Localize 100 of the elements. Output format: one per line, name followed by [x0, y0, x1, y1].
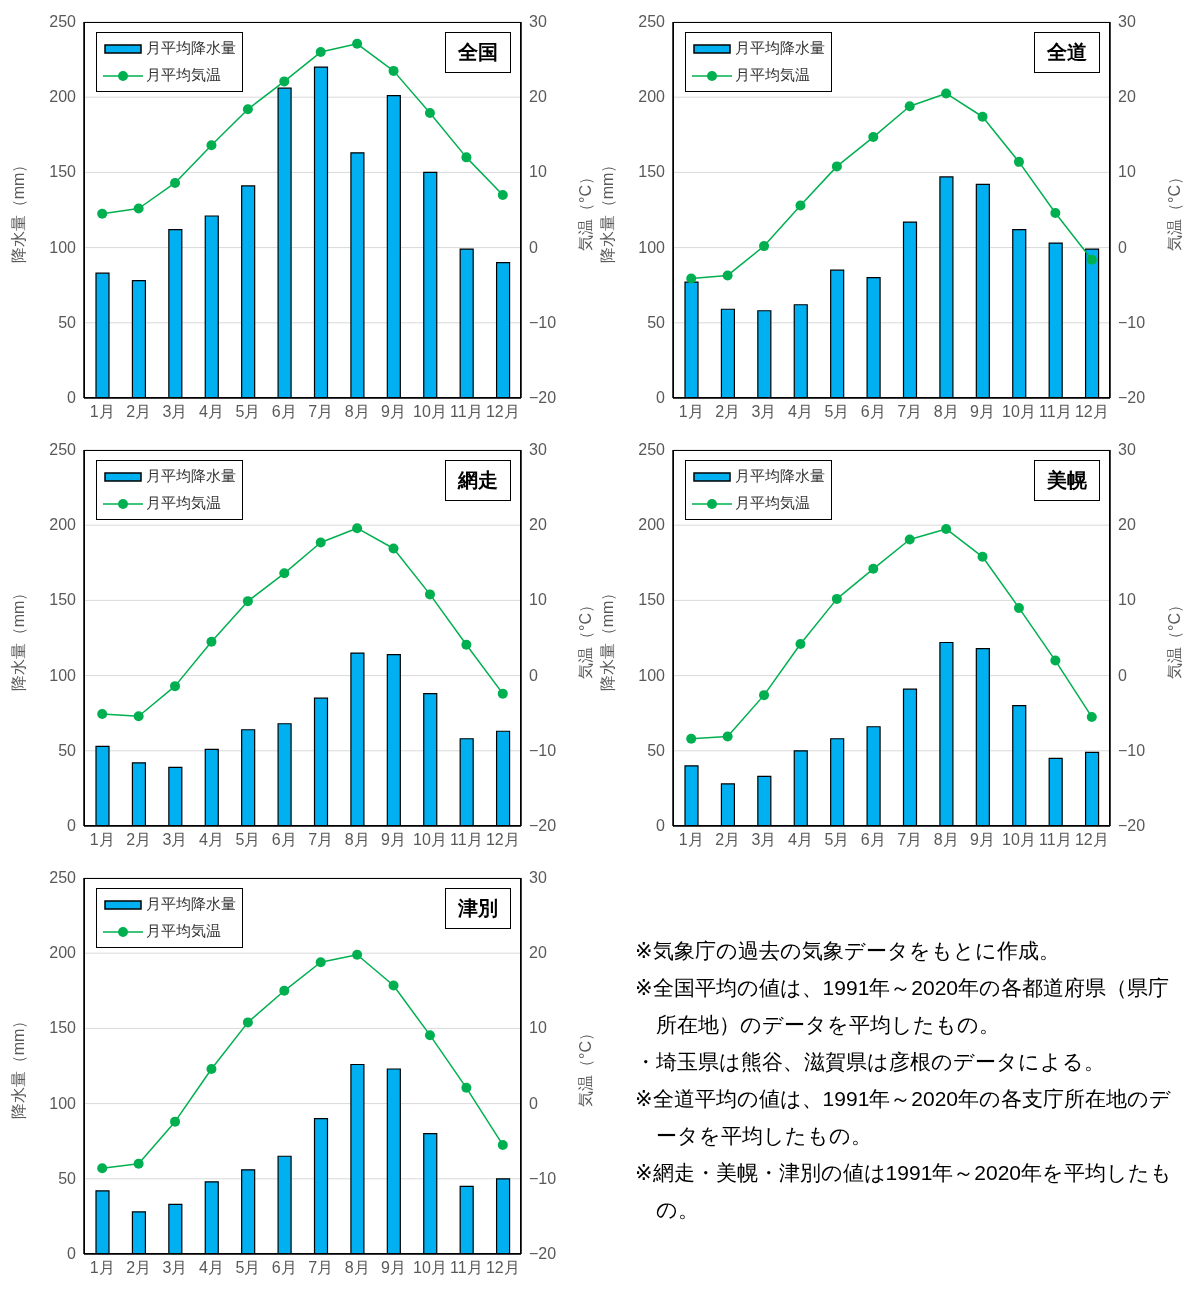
x-tick-label: 1月	[678, 403, 704, 421]
y-axis-title: 降水量（mm）	[598, 584, 616, 692]
point	[1050, 655, 1061, 666]
x-tick-label: 12月	[1074, 403, 1109, 421]
x-tick-label: 3月	[751, 403, 777, 421]
y-tick-label: 0	[656, 389, 666, 406]
x-tick-label: 1月	[89, 1259, 115, 1277]
y2-tick-label: 20	[529, 88, 547, 106]
y-tick-label: 150	[49, 591, 77, 609]
point	[97, 708, 108, 719]
y-tick-label: 150	[49, 163, 77, 181]
point	[315, 47, 326, 58]
y-tick-label: 250	[49, 441, 77, 458]
x-tick-label: 6月	[271, 1259, 297, 1277]
y2-tick-label: 0	[1118, 238, 1127, 256]
y-tick-label: 150	[638, 591, 666, 609]
y2-tick-label: −10	[529, 741, 557, 759]
point	[97, 208, 108, 219]
y-tick-label: 0	[656, 817, 666, 834]
x-tick-label: 2月	[715, 831, 741, 849]
point	[315, 957, 326, 968]
point	[461, 639, 472, 650]
x-tick-label: 12月	[485, 831, 520, 849]
point	[170, 177, 181, 188]
point	[388, 980, 399, 991]
x-tick-label: 6月	[860, 831, 886, 849]
y-axis-title: 降水量（mm）	[598, 156, 616, 264]
point	[279, 568, 290, 579]
point	[1086, 711, 1097, 722]
x-tick-label: 8月	[344, 403, 370, 421]
x-tick-label: 5月	[235, 403, 261, 421]
y2-tick-label: 20	[529, 944, 547, 962]
y2-tick-label: −10	[1118, 741, 1146, 759]
y-tick-label: 50	[58, 313, 77, 331]
point	[686, 273, 697, 284]
text: ※網走・美幌・津別の値は1991年～2020年を平均したもの。	[635, 1160, 1174, 1223]
point	[424, 107, 435, 118]
legend-label: 月平均気温	[146, 922, 221, 941]
y-tick-label: 100	[49, 1094, 77, 1112]
point	[388, 543, 399, 554]
x-tick-label: 11月	[450, 1259, 483, 1277]
x-tick-label: 3月	[162, 831, 188, 849]
x-tick-label: 2月	[126, 403, 152, 421]
y2-tick-label: −20	[529, 389, 557, 406]
point	[352, 949, 363, 960]
point	[977, 111, 988, 122]
x-tick-label: 10月	[413, 1259, 447, 1277]
text: ※全国平均の値は、1991年～2020年の各都道府県（県庁所在地）のデータを平均したもの。	[635, 975, 1171, 1038]
y-tick-label: 200	[638, 88, 666, 106]
y2-tick-label: 0	[529, 1094, 538, 1112]
legend-label: 月平均気温	[735, 66, 810, 85]
y-tick-label: 150	[638, 163, 666, 181]
point	[904, 101, 915, 112]
x-tick-label: 7月	[897, 831, 923, 849]
point	[831, 593, 842, 604]
y2-tick-label: 10	[529, 163, 547, 181]
x-tick-label: 12月	[485, 1259, 520, 1277]
y2-tick-label: 30	[1118, 13, 1136, 30]
point	[497, 189, 508, 200]
legend-label: 月平均降水量	[146, 895, 236, 914]
text: 津別	[445, 888, 511, 929]
y2-tick-label: 30	[529, 13, 547, 30]
point	[315, 537, 326, 548]
text: 全道	[1034, 32, 1100, 73]
x-tick-label: 4月	[788, 403, 813, 421]
x-tick-label: 11月	[1039, 831, 1072, 849]
x-tick-label: 12月	[1074, 831, 1109, 849]
y-tick-label: 0	[67, 817, 77, 834]
y2-tick-label: 0	[529, 666, 538, 684]
y2-tick-label: −10	[1118, 313, 1146, 331]
point	[941, 523, 952, 534]
y2-axis-title: 気温（°C）	[576, 169, 594, 251]
x-tick-label: 3月	[162, 1259, 188, 1277]
point	[279, 985, 290, 996]
x-tick-label: 11月	[450, 831, 483, 849]
point	[352, 523, 363, 534]
y-tick-label: 200	[49, 88, 77, 106]
x-tick-label: 2月	[126, 831, 152, 849]
y-tick-label: 0	[67, 1245, 77, 1262]
y-tick-label: 0	[67, 389, 77, 406]
text: ・埼玉県は熊谷、滋賀県は彦根のデータによる。	[635, 1049, 1106, 1075]
y2-tick-label: 30	[529, 441, 547, 458]
point	[242, 596, 253, 607]
y-tick-label: 250	[638, 441, 666, 458]
y-tick-label: 250	[49, 13, 77, 30]
point	[868, 132, 879, 143]
x-tick-label: 6月	[860, 403, 886, 421]
legend-label: 月平均降水量	[146, 467, 236, 486]
x-tick-label: 8月	[933, 831, 959, 849]
x-tick-label: 10月	[413, 403, 447, 421]
point	[1013, 602, 1024, 613]
y-tick-label: 200	[49, 944, 77, 962]
x-tick-label: 7月	[308, 831, 334, 849]
y2-tick-label: 10	[529, 591, 547, 609]
y-tick-label: 50	[58, 1169, 77, 1187]
y2-tick-label: 0	[1118, 666, 1127, 684]
point	[722, 270, 733, 281]
x-tick-label: 4月	[199, 831, 224, 849]
point	[206, 1064, 217, 1075]
point	[795, 639, 806, 650]
